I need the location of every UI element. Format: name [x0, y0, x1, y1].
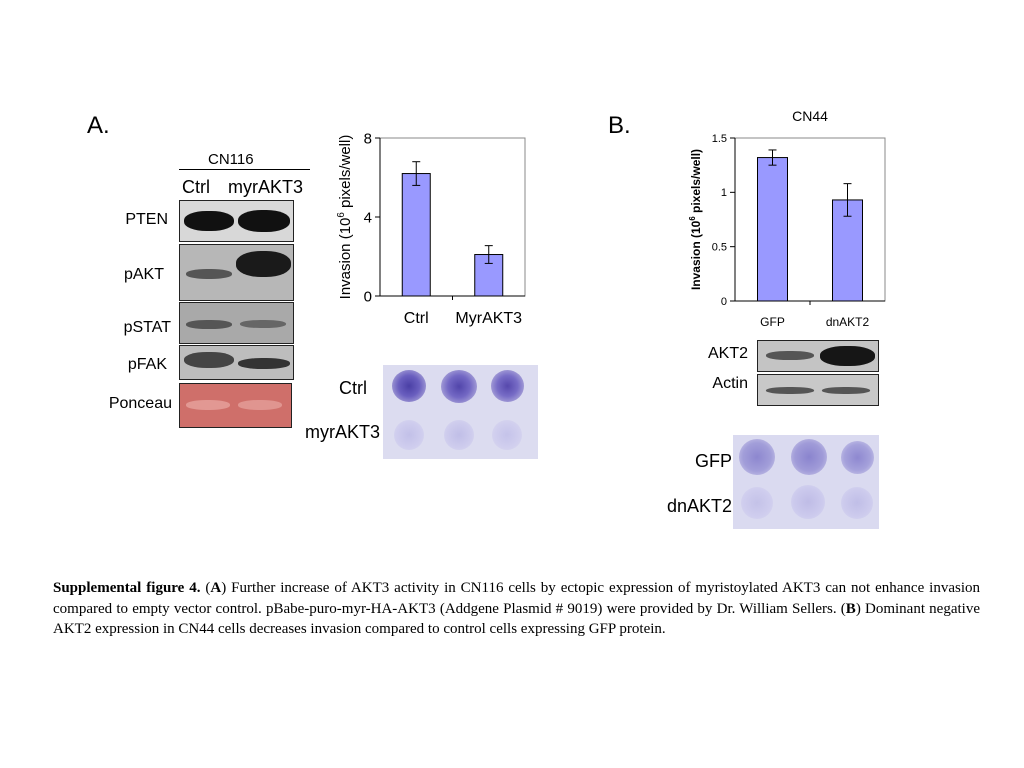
invasion-b-row-label-dnakt2: dnAKT2	[666, 496, 732, 516]
chart-b-y-tick-label: 0	[721, 296, 727, 308]
chart-b-bar	[832, 199, 863, 302]
blot-row-label-pstat: pSTAT	[123, 319, 171, 336]
chart-b-category-label: GFP	[760, 315, 785, 329]
blot-b-row-label-actin: Actin	[712, 375, 748, 392]
figure-caption: Supplemental figure 4. (A) Further incre…	[53, 578, 980, 640]
caption-a-open: (	[200, 580, 211, 596]
invasion-a-well-image	[383, 365, 538, 459]
invasion-a-row-label-myrakt3: myrAKT3	[304, 422, 380, 442]
chart-b-y-tick-label: 1	[721, 187, 727, 199]
chart-a-y-axis-title: Invasion (106 pixels/well)	[336, 135, 354, 300]
chart-a-y-tick-label: 8	[364, 130, 372, 147]
invasion-b-well-image	[733, 435, 879, 529]
blot-b-row-label-akt2: AKT2	[707, 345, 748, 362]
chart-a-category-label: Ctrl	[404, 310, 429, 327]
blot-a-lane-ctrl: Ctrl	[182, 177, 210, 197]
caption-b-text: ) Dominant negative AKT2 expression in C…	[53, 600, 980, 638]
blot-strip-ponceau	[179, 383, 292, 428]
panel-a-label: A.	[87, 112, 110, 139]
panel-b-label: B.	[608, 112, 631, 139]
blot-row-label-ponceau: Ponceau	[108, 395, 172, 412]
blot-strip-actin	[757, 374, 879, 406]
chart-b-y-tick-label: 0.5	[712, 242, 727, 254]
blot-row-label-pfak: pFAK	[127, 356, 167, 373]
blot-row-label-pakt: pAKT	[123, 266, 164, 283]
caption-heading: Supplemental figure 4.	[53, 580, 201, 596]
blot-strip-pfak	[179, 345, 294, 380]
chart-a-y-tick-label: 4	[364, 209, 372, 226]
chart-a: 0 4 8 Ctrl MyrAKT3 Invasion (106 pixels/well)	[336, 130, 526, 327]
blot-strip-pten	[179, 200, 294, 242]
chart-a-bar	[401, 173, 431, 297]
chart-b-y-tick-label: 1.5	[712, 133, 727, 145]
blot-strip-pstat	[179, 302, 294, 344]
chart-b-y-axis-title: Invasion (106 pixels/well)	[688, 149, 703, 290]
blot-a-cell-line: CN116	[208, 151, 254, 168]
chart-b: CN44 0 0.5 1 1.5 GFP dnAKT2 Invasion (106 pixel…	[688, 108, 886, 329]
caption-a-letter: A	[210, 580, 222, 596]
caption-b-letter: B	[845, 600, 856, 617]
blot-row-label-pten: PTEN	[125, 211, 168, 228]
chart-b-category-label: dnAKT2	[826, 315, 870, 329]
chart-a-y-tick-label: 0	[364, 288, 372, 305]
blot-strip-akt2	[757, 340, 879, 372]
caption-a-text: ) Further increase of AKT3 activity in C…	[53, 580, 980, 617]
chart-b-title: CN44	[792, 108, 828, 124]
blot-a-lane-myrakt3: myrAKT3	[228, 177, 304, 197]
blot-strip-pakt	[179, 244, 294, 301]
chart-a-category-label: MyrAKT3	[455, 310, 522, 327]
invasion-a-row-label-ctrl: Ctrl	[339, 378, 367, 398]
invasion-b-row-label-gfp: GFP	[694, 451, 732, 471]
chart-b-bar	[757, 157, 788, 302]
chart-a-bar	[474, 254, 504, 297]
blot-a-header-line	[179, 169, 310, 170]
